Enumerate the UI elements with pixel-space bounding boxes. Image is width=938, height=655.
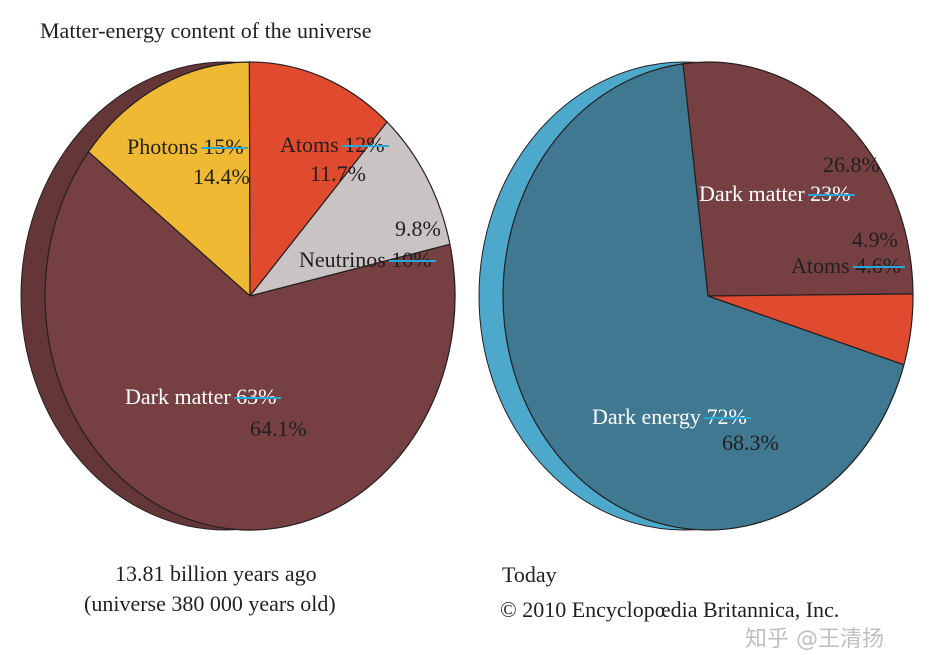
old-value: 72% <box>706 404 747 429</box>
pie-slice-photons <box>87 61 251 298</box>
old-value: 12% <box>344 132 385 157</box>
label-photons: Photons 15% <box>127 134 244 159</box>
value-dark-matter: 64.1% <box>250 416 307 441</box>
value-atoms-today: 4.9% <box>852 227 898 252</box>
caption-right: Today <box>502 562 557 587</box>
value-dark-matter-today: 26.8% <box>823 152 880 177</box>
old-value: 63% <box>236 384 277 409</box>
pie-slice-atoms <box>248 61 388 298</box>
label-atoms-today: Atoms 4.6% <box>791 253 902 278</box>
watermark: 知乎 @王清扬 <box>745 627 884 652</box>
label-neutrinos: Neutrinos 10% <box>299 247 432 272</box>
caption-left-1: 13.81 billion years ago <box>115 561 317 586</box>
old-value: 4.6% <box>855 253 902 278</box>
old-value: 23% <box>810 181 851 206</box>
old-value: 10% <box>391 247 432 272</box>
pie-slice-dark-matter <box>682 61 914 297</box>
value-photons: 14.4% <box>193 164 250 189</box>
label-atoms: Atoms 12% <box>280 132 385 157</box>
value-atoms: 11.7% <box>310 161 367 186</box>
pie-slice-dark-energy <box>502 63 905 531</box>
label-dark-matter-today: Dark matter 23% <box>699 181 851 206</box>
copyright: © 2010 Encyclopœdia Britannica, Inc. <box>500 597 840 622</box>
pie-slice-dark-matter <box>44 151 456 531</box>
label-dark-energy: Dark energy 72% <box>592 404 747 429</box>
chart-title: Matter-energy content of the universe <box>40 18 372 43</box>
old-value: 15% <box>203 134 244 159</box>
value-dark-energy: 68.3% <box>722 430 779 455</box>
caption-left-2: (universe 380 000 years old) <box>84 591 336 616</box>
value-neutrinos: 9.8% <box>395 216 441 241</box>
label-dark-matter: Dark matter 63% <box>125 384 277 409</box>
